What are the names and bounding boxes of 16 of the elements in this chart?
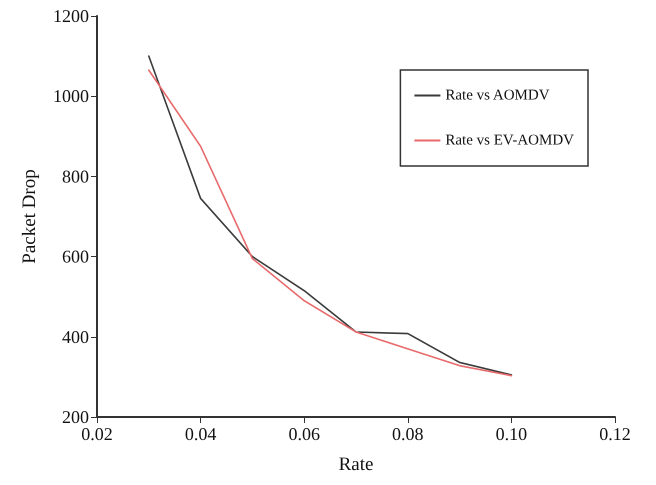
x-tick-label: 0.08 bbox=[392, 424, 424, 444]
legend-label: Rate vs EV-AOMDV bbox=[445, 132, 574, 148]
y-tick-label: 800 bbox=[62, 166, 89, 186]
y-tick-label: 600 bbox=[62, 246, 89, 267]
x-axis-title: Rate bbox=[338, 454, 374, 475]
legend-label: Rate vs AOMDV bbox=[445, 88, 550, 104]
y-tick-label: 1000 bbox=[53, 86, 89, 106]
y-tick-label: 1200 bbox=[53, 6, 89, 26]
y-tick-label: 400 bbox=[62, 326, 89, 347]
y-axis-title: Packet Drop bbox=[19, 169, 40, 264]
x-tick-label: 0.06 bbox=[288, 424, 320, 444]
x-tick-label: 0.10 bbox=[496, 424, 528, 444]
x-tick-label: 0.04 bbox=[184, 424, 216, 444]
y-tick-label: 200 bbox=[62, 407, 89, 427]
x-tick-label: 0.02 bbox=[81, 424, 113, 444]
x-tick-label: 0.12 bbox=[599, 424, 631, 444]
